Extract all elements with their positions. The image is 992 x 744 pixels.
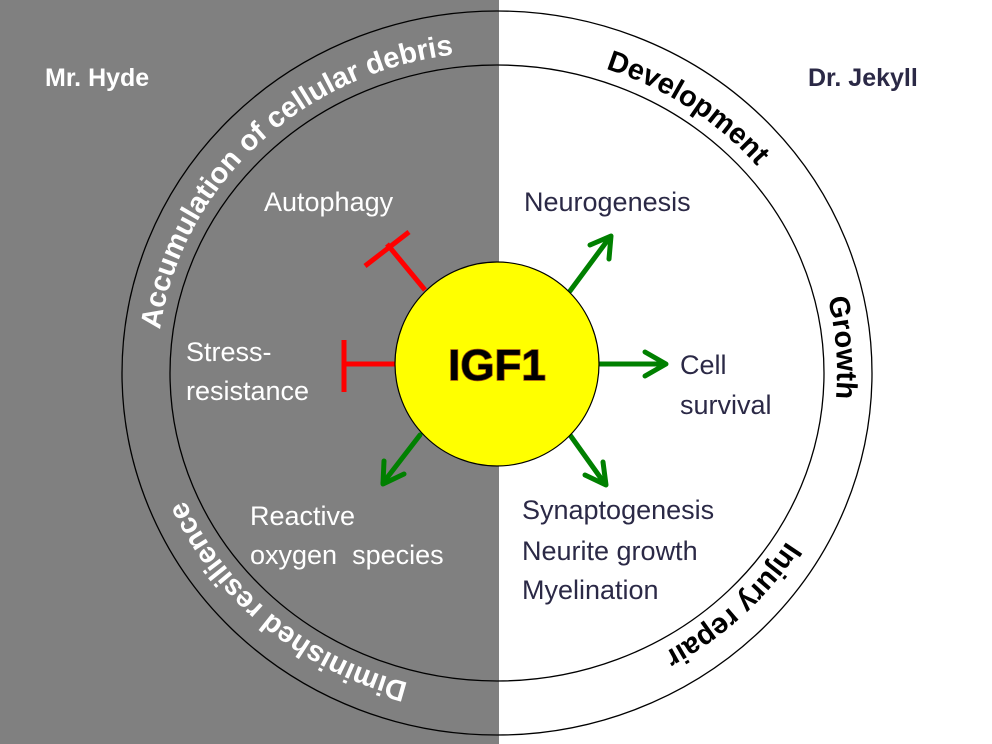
label-neurogenesis: Neurogenesis (524, 187, 691, 217)
igf1-label: IGF1 (448, 341, 546, 390)
arrow-cell-survival (597, 349, 669, 379)
outer-ring (121, 10, 873, 736)
arrow-synaptogenesis (567, 432, 609, 488)
arrow-reactive-oxygen-species (380, 432, 423, 487)
label-ros-line1: Reactive (250, 501, 355, 531)
label-stress-line1: Stress- (186, 337, 272, 367)
label-stress-line2: resistance (186, 376, 309, 406)
label-autophagy: Autophagy (264, 187, 394, 217)
inhibition-stress-resistance (341, 340, 395, 392)
label-neurite-growth: Neurite growth (522, 536, 698, 566)
dr-jekyll-title: Dr. Jekyll (808, 64, 918, 92)
label-cell-line2: survival (680, 390, 772, 420)
inner-ring (169, 64, 825, 682)
label-myelination: Myelination (522, 575, 659, 605)
arrow-neurogenesis (567, 233, 614, 294)
igf1-node (394, 261, 600, 467)
mr-hyde-title: Mr. Hyde (45, 64, 149, 92)
label-cell-line1: Cell (680, 350, 727, 380)
inhibition-autophagy (363, 230, 427, 292)
label-ros-line2: oxygen species (250, 540, 444, 570)
label-synaptogenesis: Synaptogenesis (522, 495, 714, 525)
